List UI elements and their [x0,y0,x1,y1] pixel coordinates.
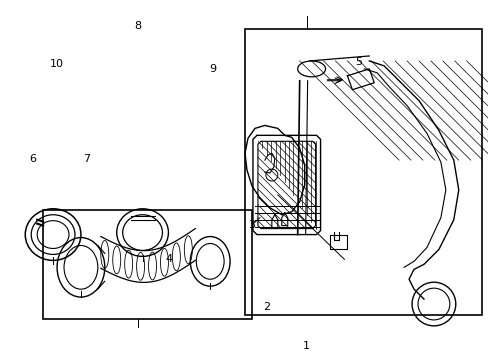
Text: 6: 6 [29,154,37,163]
Text: 8: 8 [134,21,141,31]
Text: 3: 3 [248,220,255,230]
Text: 1: 1 [303,341,309,351]
Text: 9: 9 [209,64,216,74]
Text: 2: 2 [262,302,269,312]
Text: 10: 10 [50,59,64,69]
Text: 5: 5 [355,57,362,67]
Bar [244,29,481,315]
Text: 7: 7 [83,154,90,163]
Bar [43,210,251,319]
Text: 4: 4 [165,253,172,264]
